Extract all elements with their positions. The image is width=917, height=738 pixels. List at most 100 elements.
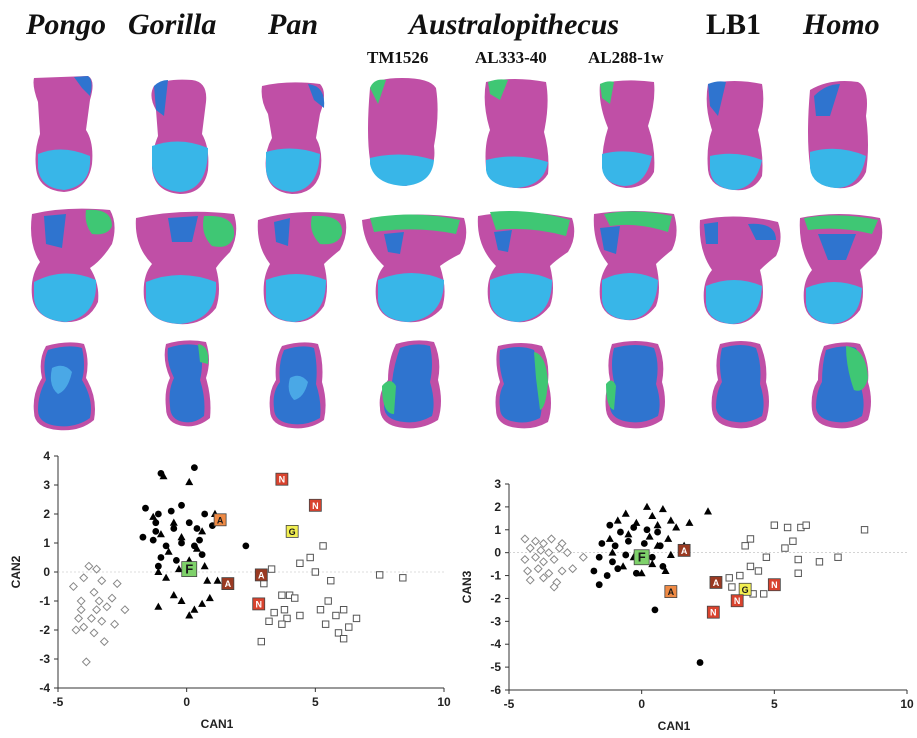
scatter-point-triangle [664,534,673,542]
scatter-point-circle [201,510,209,518]
scatter-point-square [728,583,736,591]
scatter-point-square [794,555,802,564]
scatter-point-diamond [81,657,91,667]
scatter-point-circle [193,525,201,532]
x-tick-label: 0 [638,697,645,711]
labeled-marker-box [709,576,723,589]
labeled-marker-text: A [225,579,232,589]
labeled-marker-box [275,472,289,486]
scatter-point-square [345,623,353,631]
scatter-point-diamond [112,579,122,589]
scatter-point-diamond [86,613,96,623]
scatter-point-diamond [549,555,559,565]
labeled-marker-box [767,578,781,592]
scatter-point-circle [170,525,178,532]
labeled-marker-text: N [734,596,741,606]
scatter-point-square [324,597,332,605]
scatter-point-circle [149,536,157,544]
bone-render-al333-40-middle [477,211,575,323]
scatter-point-circle [622,551,630,559]
y-tick-label: 4 [43,449,50,463]
scatter-point-diamond [538,557,549,567]
labeled-marker-text: G [742,585,749,595]
scatter-point-diamond [92,564,102,574]
scatter-point-triangle [213,576,222,584]
y-axis-title: CAN2 [9,555,23,588]
scatter-point-square [265,617,273,626]
scatter-point-circle [696,659,704,666]
scatter-point-triangle [648,559,657,568]
scatter-point-square [339,635,348,643]
scatter-point-triangle [185,611,194,619]
scatter-point-diamond [562,548,572,558]
y-tick-label: 2 [43,507,50,521]
y-tick-label: -3 [490,614,501,628]
scatter-point-circle [162,542,170,550]
bone-render-homo-middle [799,214,883,325]
scatter-point-circle [190,464,198,471]
scatter-point-circle [632,569,640,577]
scatter-point-square [375,571,384,579]
scatter-point-square [283,614,291,623]
scatter-point-diamond [525,575,535,585]
bone-render-tm1526-middle [362,214,467,323]
scatter-point-square [746,562,755,571]
scatter-point-square [270,608,278,617]
y-tick-label: -3 [39,652,50,666]
scatter-point-diamond [549,582,559,592]
scatter-point-triangle [177,596,186,604]
scatter-point-diamond [536,545,546,555]
labeled-marker-text: N [255,599,262,609]
scatter-point-diamond [557,566,567,576]
scatter-point-triangle [658,504,667,513]
scatter-point-circle [617,528,624,536]
y-tick-label: -2 [490,591,501,605]
labeled-marker-text: G [289,527,296,537]
scatter-point-diamond [89,628,99,638]
scatter-point-square [296,611,304,620]
bone-render-pan-bottom [269,342,326,429]
scatter-point-diamond [84,561,94,571]
scatter-point-circle [178,501,185,509]
scatter-point-triangle [605,534,614,542]
scatter-point-circle [651,606,659,614]
scatter-point-triangle [198,527,207,535]
scatter-point-square [736,571,744,580]
scatter-point-diamond [74,613,84,623]
scatter-point-square [311,568,320,576]
scatter-point-triangle [661,566,670,574]
x-axis-title: CAN1 [658,719,691,733]
y-tick-label: -6 [490,683,501,697]
scatter-point-circle [154,510,162,518]
y-tick-label: -2 [39,623,50,637]
labeled-marker-box [664,585,678,598]
scatter-point-circle [659,563,667,570]
scatter-point-triangle [192,544,201,552]
taxon-label-australopithecus: Australopithecus [409,8,620,41]
bone-render-lb1-top [706,81,764,191]
scatter-point-square [789,537,797,545]
scatter-point-diamond [531,552,541,562]
scatter-point-circle [167,507,175,515]
scatter-point-diamond [99,637,109,647]
bone-render-lb1-middle [699,216,781,325]
labeled-marker-text: N [279,475,286,485]
scatter-point-square [257,637,265,646]
scatter-point-diamond [102,602,112,612]
scatter-point-triangle [159,472,168,480]
scatter-point-diamond [544,568,554,578]
scatter-point-square [260,579,268,588]
y-axis-title: CAN3 [460,570,474,603]
labeled-marker-text: A [681,546,688,556]
scatter-point-square [296,559,304,567]
y-tick-label: -1 [490,569,501,583]
scatter-point-circle [643,526,651,534]
scatter-point-triangle [174,564,183,573]
scatter-point-circle [185,519,193,527]
scatter-point-triangle [613,516,622,524]
y-tick-label: 0 [494,546,501,560]
scatter-point-circle [603,572,611,579]
scatter-point-circle [196,536,203,544]
scatter-point-triangle [653,521,662,529]
x-tick-label: 10 [437,695,451,709]
